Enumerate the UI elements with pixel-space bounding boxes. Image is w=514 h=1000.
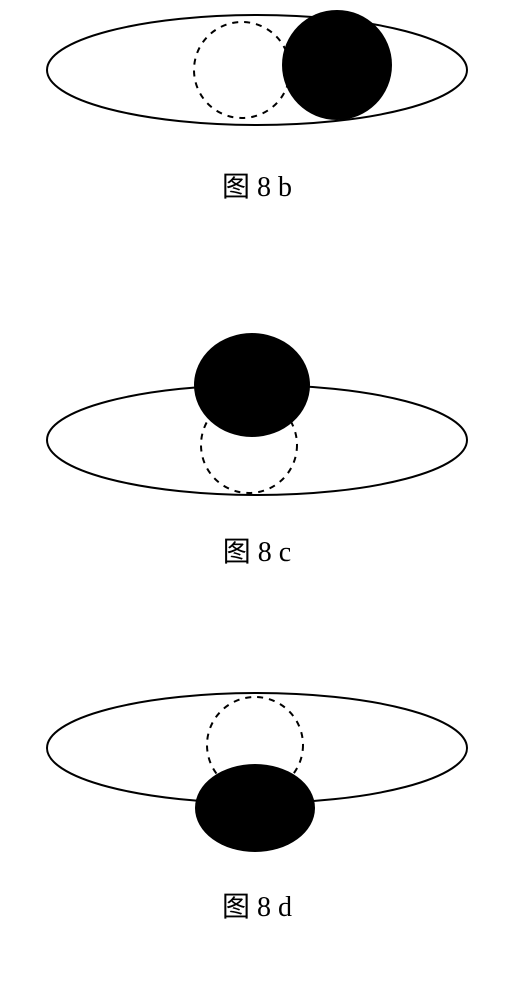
figure-8d-svg xyxy=(27,680,487,865)
figure-8b-svg xyxy=(27,5,487,145)
figure-8c: 图 8 c xyxy=(0,330,514,570)
fig-c-filled-circle xyxy=(194,333,310,437)
fig-d-filled-ellipse xyxy=(195,764,315,852)
figure-8c-svg xyxy=(27,330,487,510)
fig-b-ellipse xyxy=(47,15,467,125)
figure-8b-label: 图 8 b xyxy=(0,165,514,205)
figure-8b: 图 8 b xyxy=(0,5,514,205)
fig-b-filled-circle xyxy=(282,10,392,120)
figure-container: 图 8 b 图 8 c 图 8 d xyxy=(0,0,514,1000)
figure-8d: 图 8 d xyxy=(0,680,514,925)
figure-8c-label: 图 8 c xyxy=(0,530,514,570)
fig-b-dashed-circle xyxy=(194,22,290,118)
figure-8d-label: 图 8 d xyxy=(0,885,514,925)
